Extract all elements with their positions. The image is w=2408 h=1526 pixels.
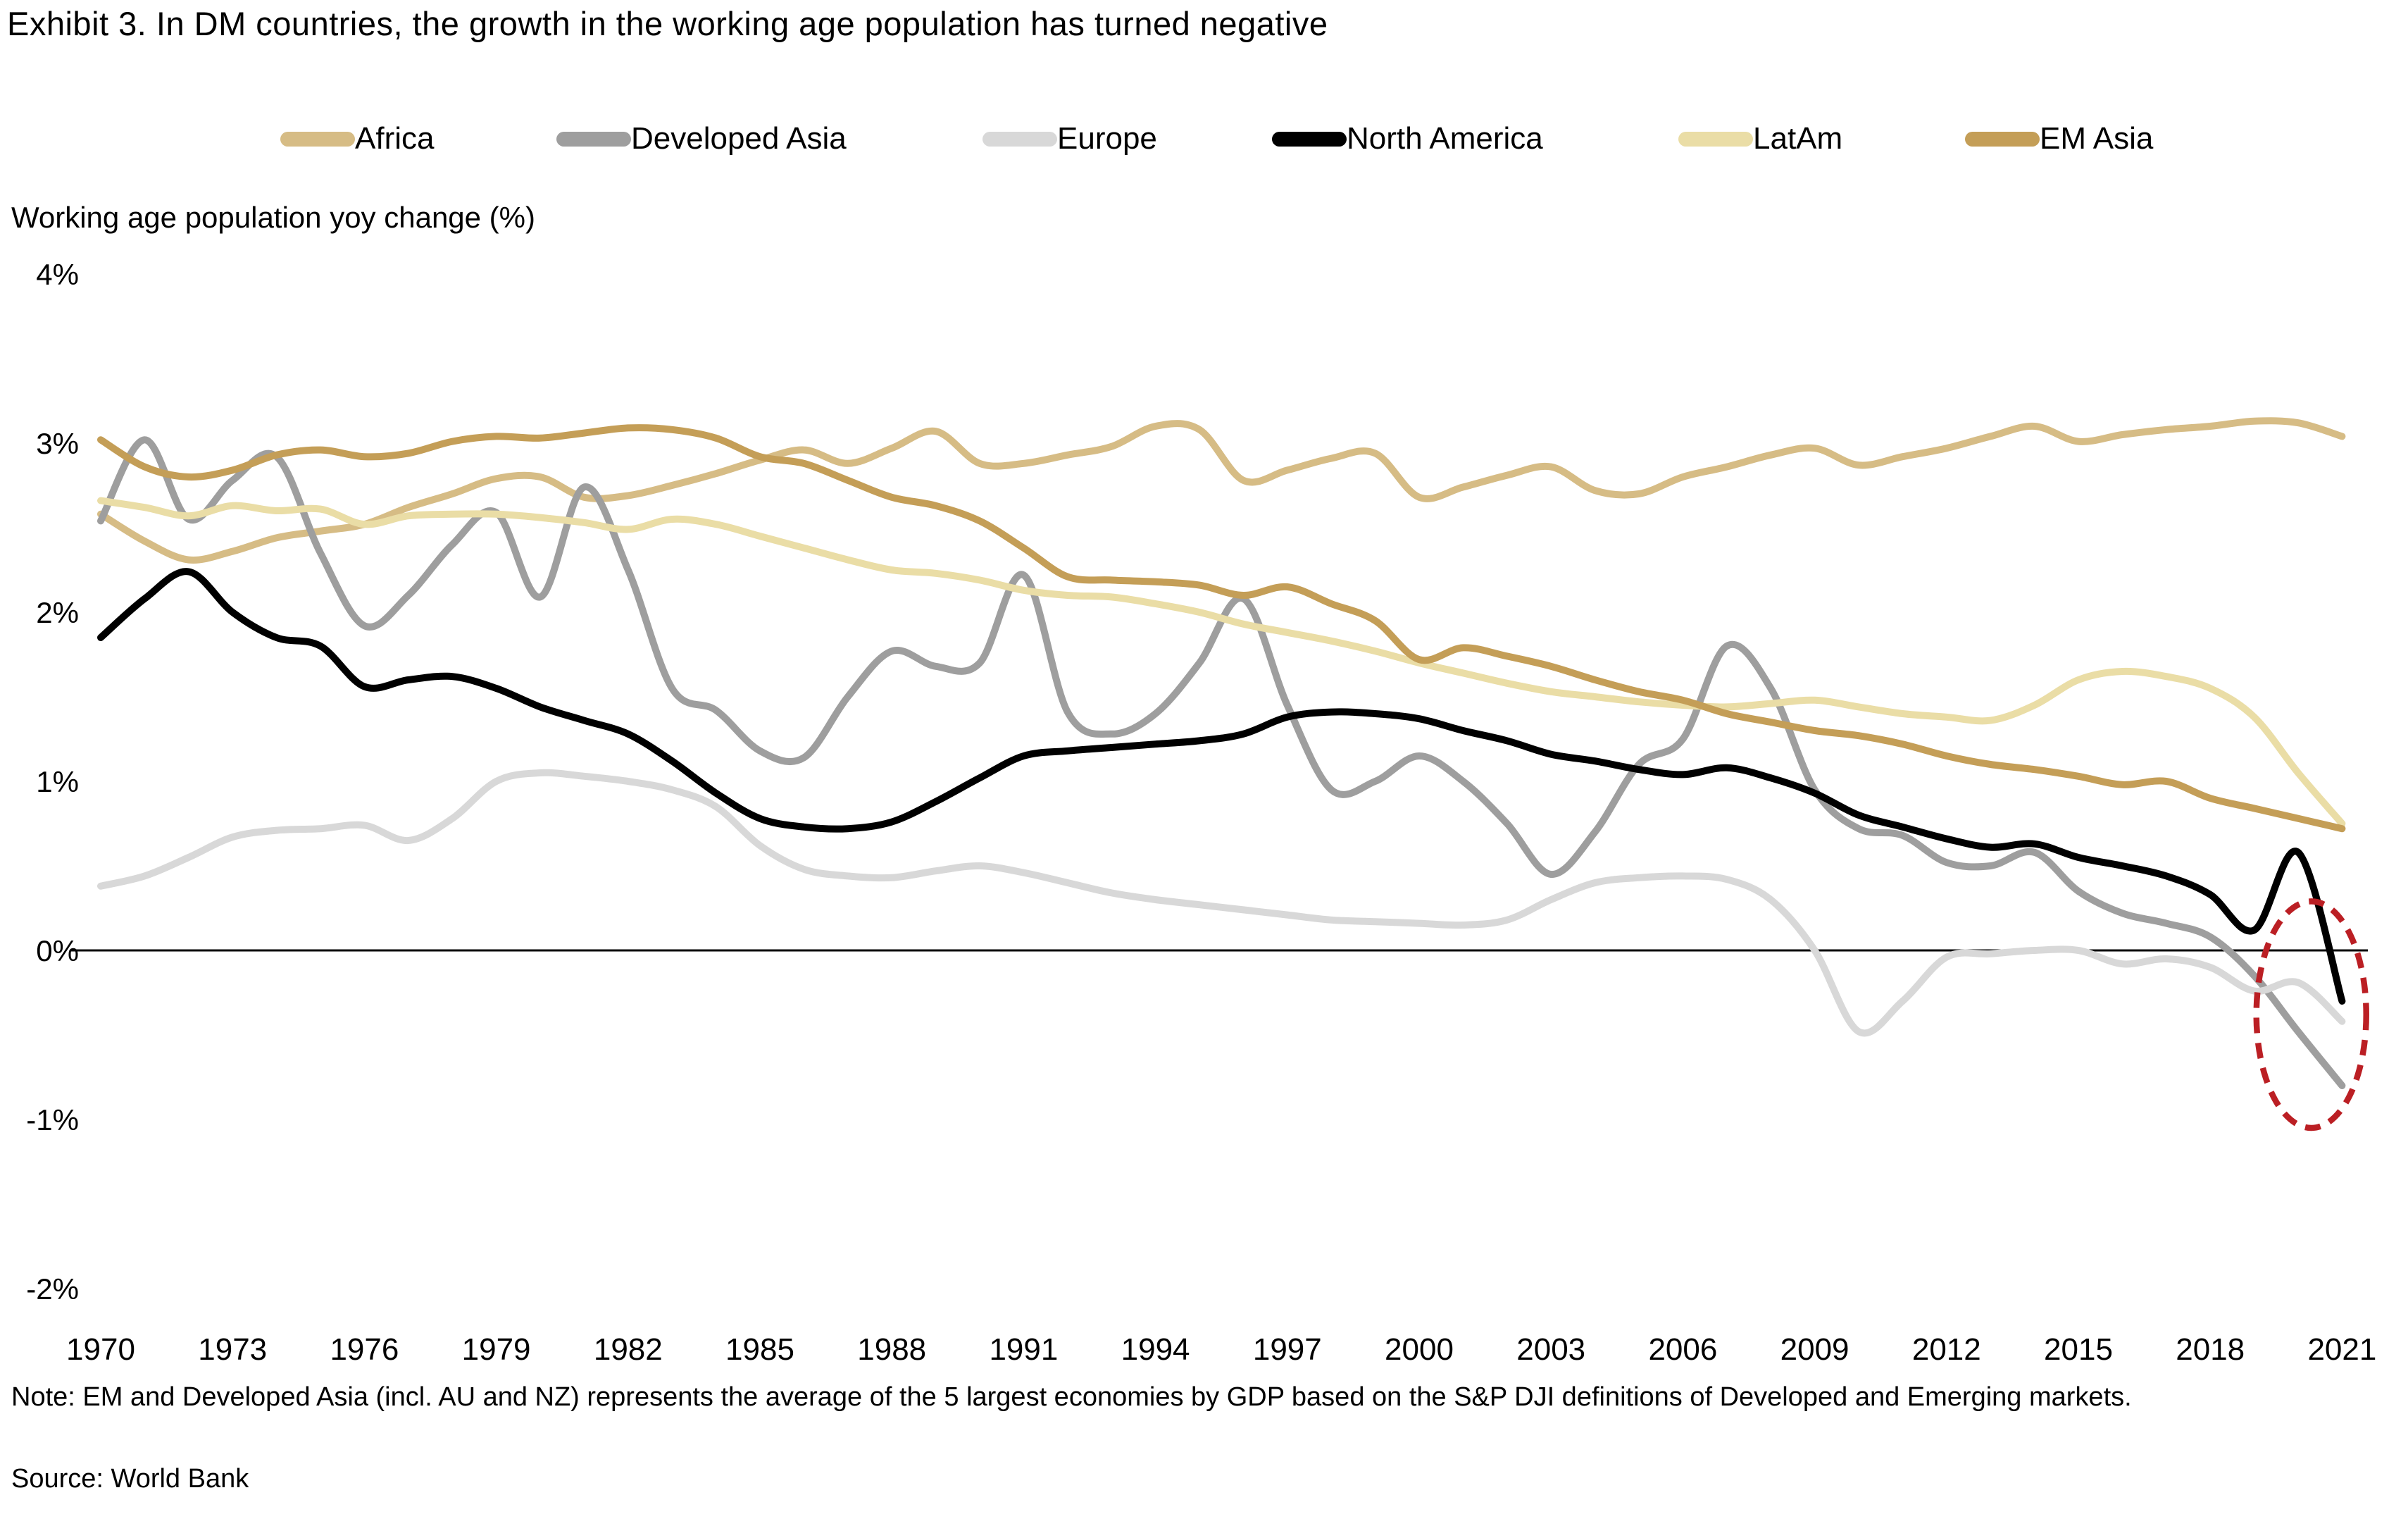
y-tick-label: -2% — [26, 1272, 79, 1305]
legend-label: North America — [1347, 121, 1543, 156]
exhibit-title: Exhibit 3. In DM countries, the growth i… — [7, 5, 1328, 42]
developed-asia-legend-swatch — [556, 131, 631, 147]
x-tick-label: 1997 — [1253, 1332, 1322, 1367]
x-tick-label: 2018 — [2176, 1332, 2245, 1367]
europe-legend-swatch — [982, 131, 1057, 147]
y-tick-label: 2% — [36, 596, 79, 629]
y-tick-label: 3% — [36, 427, 79, 460]
legend-item-latam: LatAm — [1678, 121, 1842, 156]
x-tick-label: 1970 — [66, 1332, 135, 1367]
legend-item-developed-asia: Developed Asia — [556, 121, 847, 156]
legend-label: LatAm — [1753, 121, 1843, 156]
y-tick-label: 0% — [36, 934, 79, 967]
legend-label: EM Asia — [2040, 121, 2154, 156]
x-tick-label: 1979 — [462, 1332, 531, 1367]
x-tick-label: 1988 — [857, 1332, 926, 1367]
series-line-africa — [97, 417, 2346, 564]
x-tick-label: 2006 — [1648, 1332, 1717, 1367]
y-tick-label: 4% — [36, 258, 79, 291]
highlight-ellipse — [2253, 898, 2369, 1131]
y-tick-label: -1% — [26, 1103, 79, 1136]
legend-label: Developed Asia — [631, 121, 847, 156]
x-tick-label: 2021 — [2307, 1332, 2376, 1367]
y-tick-label: 1% — [36, 765, 79, 798]
x-tick-label: 2000 — [1385, 1332, 1454, 1367]
legend-item-em-asia: EM Asia — [1965, 121, 2153, 156]
africa-legend-swatch — [280, 131, 355, 147]
x-tick-label: 1982 — [594, 1332, 663, 1367]
x-tick-label: 1973 — [198, 1332, 267, 1367]
legend-label: Europe — [1057, 121, 1157, 156]
chart-legend: Africa Developed Asia Europe North Ameri… — [0, 121, 2408, 156]
series-line-north-america — [97, 568, 2346, 1005]
latam-legend-swatch — [1678, 131, 1753, 147]
series-line-em-asia — [97, 424, 2346, 833]
em-asia-legend-swatch — [1965, 131, 2040, 147]
x-tick-label: 1985 — [725, 1332, 794, 1367]
legend-item-north-america: North America — [1272, 121, 1543, 156]
x-tick-label: 1976 — [330, 1332, 399, 1367]
source-note: Source: World Bank — [11, 1464, 249, 1494]
x-tick-label: 2009 — [1780, 1332, 1849, 1367]
north-america-legend-swatch — [1272, 131, 1347, 147]
x-tick-label: 2003 — [1516, 1332, 1585, 1367]
x-tick-label: 1994 — [1121, 1332, 1190, 1367]
x-tick-label: 2012 — [1912, 1332, 1981, 1367]
legend-item-africa: Africa — [280, 121, 434, 156]
series-line-europe — [97, 769, 2346, 1037]
series-line-latam — [97, 497, 2346, 827]
legend-item-europe: Europe — [982, 121, 1157, 156]
x-tick-label: 1991 — [989, 1332, 1058, 1367]
legend-label: Africa — [355, 121, 435, 156]
series-line-developed-asia — [97, 436, 2346, 1089]
y-axis-title: Working age population yoy change (%) — [11, 201, 536, 234]
footnote: Note: EM and Developed Asia (incl. AU an… — [11, 1382, 2132, 1412]
x-tick-label: 2015 — [2044, 1332, 2113, 1367]
